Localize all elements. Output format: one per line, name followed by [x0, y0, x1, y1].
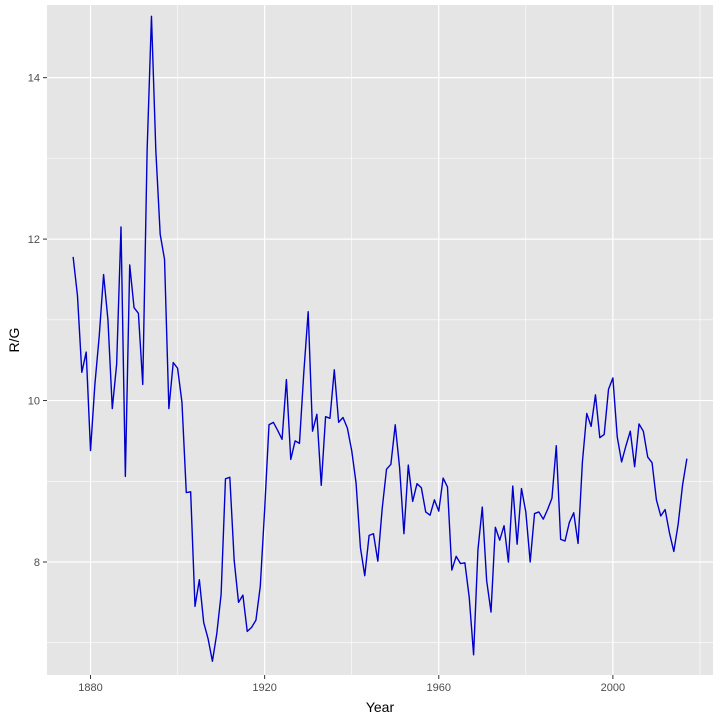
y-tick-label: 12: [28, 234, 40, 246]
grid-major: [47, 5, 713, 675]
x-tick-label: 2000: [601, 682, 625, 694]
series-line: [72, 15, 688, 662]
x-tick-label: 1920: [252, 682, 276, 694]
y-tick-label: 8: [34, 557, 40, 569]
y-tick-label: 10: [28, 396, 40, 408]
x-axis-title: Year: [366, 699, 395, 715]
plot-panel: [47, 5, 713, 675]
series-layer: [72, 15, 688, 662]
x-axis: 1880 1920 1960 2000: [78, 675, 625, 694]
y-tick-label: 14: [28, 73, 40, 85]
y-axis: 8 10 12 14: [28, 73, 47, 569]
x-tick-label: 1880: [78, 682, 102, 694]
x-tick-label: 1960: [427, 682, 451, 694]
y-axis-title: R/G: [6, 328, 22, 353]
grid-minor: [47, 5, 713, 675]
